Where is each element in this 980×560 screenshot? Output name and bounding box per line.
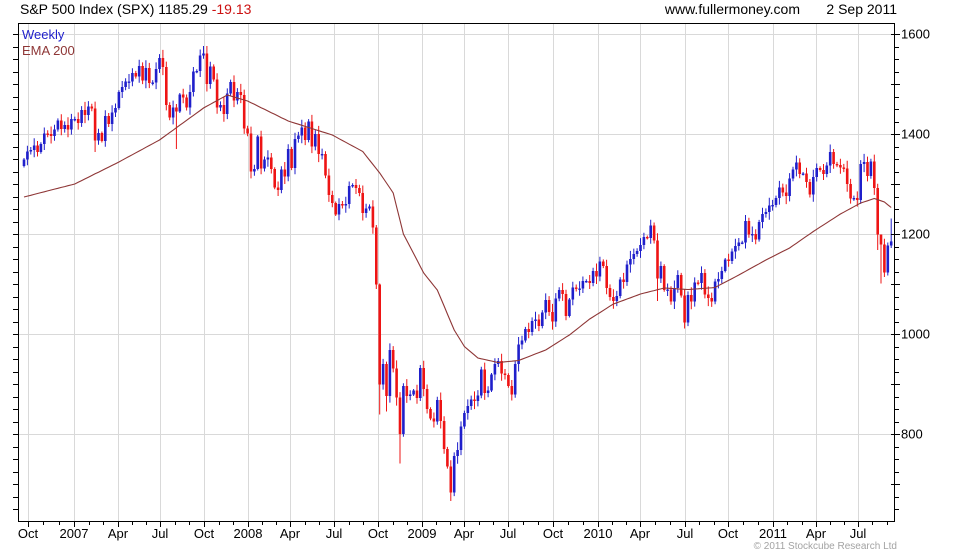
svg-text:Oct: Oct xyxy=(368,526,389,541)
svg-text:Jul: Jul xyxy=(850,526,867,541)
plot-border xyxy=(18,23,895,522)
svg-text:Apr: Apr xyxy=(806,526,827,541)
chart-title: S&P 500 Index (SPX) 1185.29 -19.13 xyxy=(20,1,251,18)
svg-text:1600: 1600 xyxy=(901,27,930,42)
svg-text:2007: 2007 xyxy=(60,526,89,541)
svg-text:Jul: Jul xyxy=(152,526,169,541)
svg-text:Apr: Apr xyxy=(630,526,651,541)
site-url: www.fullermoney.com xyxy=(664,1,800,17)
svg-text:Apr: Apr xyxy=(280,526,301,541)
svg-text:Jul: Jul xyxy=(326,526,343,541)
svg-text:1000: 1000 xyxy=(901,327,930,342)
grid-lines xyxy=(18,23,894,521)
svg-text:2008: 2008 xyxy=(234,526,263,541)
svg-text:2010: 2010 xyxy=(584,526,613,541)
price-change: -19.13 xyxy=(211,1,252,17)
y-axis-labels: 800 1000 1200 1400 1600 xyxy=(901,27,930,442)
date-label: 2 Sep 2011 xyxy=(826,1,897,17)
candles-up xyxy=(22,46,893,497)
svg-text:Oct: Oct xyxy=(543,526,564,541)
svg-text:800: 800 xyxy=(901,427,923,442)
axis-ticks xyxy=(13,34,900,527)
svg-text:2011: 2011 xyxy=(759,526,787,541)
svg-text:1400: 1400 xyxy=(901,127,930,142)
svg-text:Oct: Oct xyxy=(194,526,215,541)
candles-down xyxy=(36,46,886,501)
instrument-label: S&P 500 Index (SPX) 1185.29 xyxy=(20,1,208,17)
x-axis-labels: Oct 2007 Apr Jul Oct 2008 Apr Jul Oct 2009 Apr Jul O… xyxy=(18,526,867,541)
svg-text:Oct: Oct xyxy=(18,526,39,541)
legend-timeframe: Weekly xyxy=(22,27,65,42)
svg-text:Oct: Oct xyxy=(718,526,739,541)
svg-text:Jul: Jul xyxy=(677,526,694,541)
legend-ema: EMA 200 xyxy=(22,43,75,58)
svg-text:Apr: Apr xyxy=(454,526,475,541)
svg-text:2009: 2009 xyxy=(408,526,437,541)
copyright-label: © 2011 Stockcube Research Ltd xyxy=(753,541,897,552)
svg-text:Jul: Jul xyxy=(500,526,517,541)
svg-text:Apr: Apr xyxy=(108,526,129,541)
ema-line xyxy=(23,94,892,364)
svg-text:1200: 1200 xyxy=(901,227,930,242)
